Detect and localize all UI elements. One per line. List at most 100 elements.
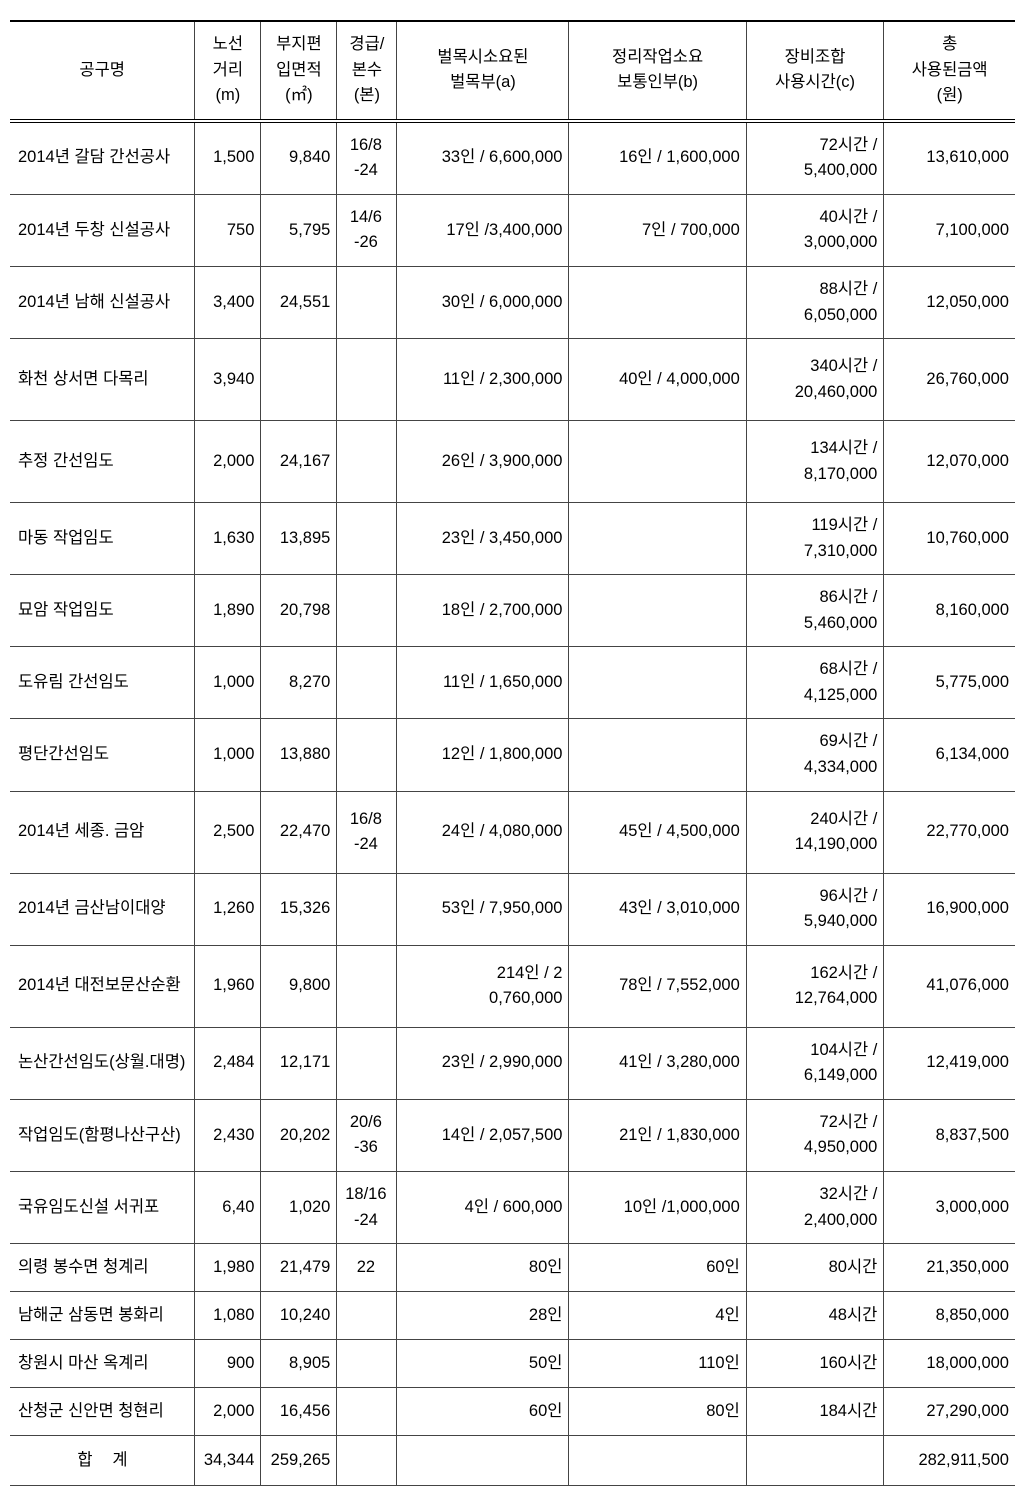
cell-equip: 72시간 /5,400,000	[746, 121, 884, 195]
cell-clean	[569, 647, 746, 719]
cell-clean: 80인	[569, 1388, 746, 1436]
cell-clean	[569, 719, 746, 791]
sum-equip	[746, 1436, 884, 1486]
table-row: 2014년 남해 신설공사3,40024,55130인 / 6,000,0008…	[10, 266, 1015, 338]
cell-equip: 184시간	[746, 1388, 884, 1436]
cell-grade	[337, 266, 397, 338]
cell-dist: 750	[195, 194, 261, 266]
cell-name: 2014년 세종. 금암	[10, 791, 195, 873]
cell-fell: 28인	[397, 1292, 569, 1340]
cell-grade	[337, 1340, 397, 1388]
cell-name: 2014년 갈담 간선공사	[10, 121, 195, 195]
cell-fell: 23인 / 2,990,000	[397, 1027, 569, 1099]
cell-grade: 16/8-24	[337, 791, 397, 873]
cell-name: 마동 작업임도	[10, 503, 195, 575]
col-header-grade: 경급/본수(본)	[337, 21, 397, 121]
cell-equip: 104시간 /6,149,000	[746, 1027, 884, 1099]
cell-equip: 160시간	[746, 1340, 884, 1388]
cell-clean	[569, 421, 746, 503]
table-row: 도유림 간선임도1,0008,27011인 / 1,650,00068시간 /4…	[10, 647, 1015, 719]
cell-name: 묘암 작업임도	[10, 575, 195, 647]
cell-total: 22,770,000	[884, 791, 1015, 873]
table-row: 2014년 갈담 간선공사1,5009,84016/8-2433인 / 6,60…	[10, 121, 1015, 195]
cell-dist: 1,960	[195, 945, 261, 1027]
cell-name: 추정 간선임도	[10, 421, 195, 503]
cell-name: 산청군 신안면 청현리	[10, 1388, 195, 1436]
cell-dist: 2,000	[195, 421, 261, 503]
table-row: 2014년 대전보문산순환1,9609,800214인 / 20,760,000…	[10, 945, 1015, 1027]
sum-clean	[569, 1436, 746, 1486]
cell-dist: 1,500	[195, 121, 261, 195]
cell-dist: 6,40	[195, 1171, 261, 1243]
cell-grade: 16/8-24	[337, 121, 397, 195]
table-row: 국유임도신설 서귀포6,401,02018/16-244인 / 600,0001…	[10, 1171, 1015, 1243]
cell-area: 8,270	[261, 647, 337, 719]
table-row: 묘암 작업임도1,89020,79818인 / 2,700,00086시간 /5…	[10, 575, 1015, 647]
table-row: 의령 봉수면 청계리1,98021,4792280인60인80시간21,350,…	[10, 1244, 1015, 1292]
sum-name: 합계	[10, 1436, 195, 1486]
cell-name: 의령 봉수면 청계리	[10, 1244, 195, 1292]
cell-dist: 1,000	[195, 719, 261, 791]
cell-total: 7,100,000	[884, 194, 1015, 266]
cell-fell: 30인 / 6,000,000	[397, 266, 569, 338]
cell-equip: 72시간 /4,950,000	[746, 1099, 884, 1171]
cell-grade	[337, 1292, 397, 1340]
cell-fell: 33인 / 6,600,000	[397, 121, 569, 195]
table-row: 논산간선임도(상월.대명)2,48412,17123인 / 2,990,0004…	[10, 1027, 1015, 1099]
cell-fell: 11인 / 1,650,000	[397, 647, 569, 719]
cell-grade	[337, 421, 397, 503]
cell-area: 8,905	[261, 1340, 337, 1388]
table-row: 산청군 신안면 청현리2,00016,45660인80인184시간27,290,…	[10, 1388, 1015, 1436]
table-row: 남해군 삼동면 봉화리1,08010,24028인4인48시간8,850,000	[10, 1292, 1015, 1340]
cell-fell: 17인 /3,400,000	[397, 194, 569, 266]
cell-area: 12,171	[261, 1027, 337, 1099]
cell-area: 10,240	[261, 1292, 337, 1340]
cell-equip: 48시간	[746, 1292, 884, 1340]
cell-area: 15,326	[261, 873, 337, 945]
cell-fell: 11인 / 2,300,000	[397, 339, 569, 421]
cell-total: 8,837,500	[884, 1099, 1015, 1171]
cell-dist: 1,980	[195, 1244, 261, 1292]
cell-area: 16,456	[261, 1388, 337, 1436]
cell-area	[261, 339, 337, 421]
cell-total: 21,350,000	[884, 1244, 1015, 1292]
cell-equip: 88시간 /6,050,000	[746, 266, 884, 338]
cell-name: 2014년 남해 신설공사	[10, 266, 195, 338]
col-header-equip: 장비조합사용시간(c)	[746, 21, 884, 121]
cell-equip: 340시간 /20,460,000	[746, 339, 884, 421]
cell-dist: 2,484	[195, 1027, 261, 1099]
cell-fell: 4인 / 600,000	[397, 1171, 569, 1243]
cell-fell: 60인	[397, 1388, 569, 1436]
cell-fell: 53인 / 7,950,000	[397, 873, 569, 945]
cell-dist: 2,430	[195, 1099, 261, 1171]
cell-area: 5,795	[261, 194, 337, 266]
cell-total: 26,760,000	[884, 339, 1015, 421]
cell-total: 12,070,000	[884, 421, 1015, 503]
cell-clean: 40인 / 4,000,000	[569, 339, 746, 421]
cell-area: 13,880	[261, 719, 337, 791]
cell-total: 3,000,000	[884, 1171, 1015, 1243]
cell-clean: 21인 / 1,830,000	[569, 1099, 746, 1171]
cell-clean: 16인 / 1,600,000	[569, 121, 746, 195]
cell-total: 18,000,000	[884, 1340, 1015, 1388]
cell-grade	[337, 945, 397, 1027]
cell-clean	[569, 575, 746, 647]
cell-clean: 43인 / 3,010,000	[569, 873, 746, 945]
table-row: 작업임도(함평나산구산)2,43020,20220/6-3614인 / 2,05…	[10, 1099, 1015, 1171]
sum-grade	[337, 1436, 397, 1486]
cell-dist: 1,890	[195, 575, 261, 647]
cell-grade	[337, 503, 397, 575]
sum-fell	[397, 1436, 569, 1486]
cell-clean	[569, 266, 746, 338]
cell-area: 21,479	[261, 1244, 337, 1292]
table-row: 평단간선임도1,00013,88012인 / 1,800,00069시간 /4,…	[10, 719, 1015, 791]
cell-name: 2014년 대전보문산순환	[10, 945, 195, 1027]
cell-fell: 18인 / 2,700,000	[397, 575, 569, 647]
cell-fell: 12인 / 1,800,000	[397, 719, 569, 791]
cell-name: 평단간선임도	[10, 719, 195, 791]
cell-total: 5,775,000	[884, 647, 1015, 719]
cell-equip: 240시간 /14,190,000	[746, 791, 884, 873]
cell-grade: 18/16-24	[337, 1171, 397, 1243]
cell-clean: 60인	[569, 1244, 746, 1292]
cell-grade: 14/6-26	[337, 194, 397, 266]
